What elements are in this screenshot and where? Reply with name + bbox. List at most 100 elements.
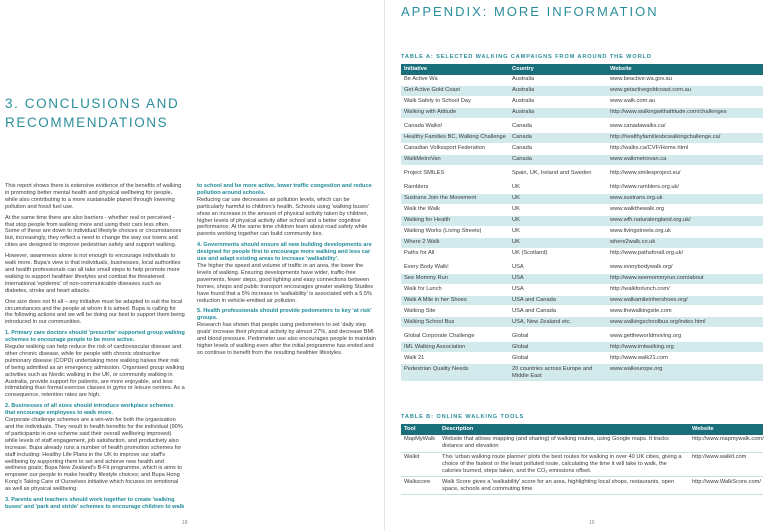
website-cell: www.canadawalks.ca/: [607, 121, 763, 133]
column-header: Initiative: [401, 64, 509, 75]
website-cell: www.livingstreets.org.uk: [607, 226, 763, 238]
paragraph: This report shows there is extensive evi…: [5, 183, 182, 210]
column-header: Website: [607, 64, 763, 75]
website-cell: http://www.ramblers.org.uk/: [607, 182, 763, 194]
country-cell: Global: [509, 341, 607, 354]
table-row: Healthy Families BC, Walking Challenge Ca…: [401, 132, 763, 144]
column-header: Tool: [401, 424, 439, 435]
initiative-cell: See Mommy Run: [401, 273, 509, 285]
initiative-cell: Walking School Bus: [401, 316, 509, 329]
website-cell: http://www.walk21.com: [607, 352, 763, 365]
recommendation-heading: 3. Parents and teachers should work toge…: [5, 183, 372, 510]
website-cell: www.walkthewalk.org: [607, 204, 763, 216]
website-cell: www.beactive.wa.gov.au: [607, 74, 763, 86]
website-cell: http://www.pathsforall.org.uk/: [607, 248, 763, 260]
country-cell: 20 countries across Europe and Middle Ea…: [509, 363, 607, 383]
country-cell: Canada: [509, 154, 607, 166]
country-cell: Canada: [509, 132, 607, 144]
website-cell: www.walkingschoolbus.org/index.html: [607, 316, 763, 329]
initiative-cell: Walking with Attitude: [401, 107, 509, 119]
column-header: Country: [509, 64, 607, 75]
website-cell: http://walkforlunch.com/: [607, 284, 763, 296]
table-row: Walking School Bus USA, New Zealand etc. w…: [401, 316, 763, 329]
country-cell: Canada: [509, 121, 607, 133]
country-cell: Australia: [509, 96, 607, 108]
table-row: Walk 21 Global http://www.walk21.com: [401, 352, 763, 365]
website-cell: www.walkamileinhershoes.org/: [607, 295, 763, 307]
table-row: Walkscore Walk Score gives a 'walkability…: [401, 476, 763, 495]
website-cell: www.gettheworldmoving.org: [607, 331, 763, 343]
country-cell: Australia: [509, 85, 607, 97]
country-cell: UK: [509, 182, 607, 194]
table-row: Global Corporate Challenge Global www.gett…: [401, 331, 763, 343]
paragraph: Regular walking can help reduce the risk…: [5, 344, 185, 399]
country-cell: UK: [509, 204, 607, 216]
website-cell: www.sustrans.org.uk: [607, 193, 763, 205]
table-row: Walking for Health UK www.wfh.naturalengla…: [401, 215, 763, 227]
section-heading: 3. CONCLUSIONS AND RECOMMENDATIONS: [5, 96, 180, 130]
paragraph: One size does not fit all – any initiati…: [5, 298, 185, 326]
country-cell: USA: [509, 273, 607, 285]
description-cell: This 'urban walking route planner' plots…: [439, 452, 689, 478]
paragraph: Corporate challenge schemes are a win-wi…: [5, 417, 183, 493]
recommendation-heading: 5. Health professionals should provide p…: [197, 308, 372, 322]
description-cell: Website that allows mapping (and sharing…: [439, 434, 689, 453]
table-row: Every Body Walk! USA www.everybodywalk.org…: [401, 262, 763, 274]
website-cell: http://www.mapmywalk.com/: [689, 434, 764, 453]
tool-cell: Walkscore: [401, 476, 439, 495]
country-cell: UK: [509, 215, 607, 227]
campaigns-table: Initiative Country Website Be Active Wa Aust…: [401, 64, 763, 383]
initiative-cell: Walk 21: [401, 352, 509, 365]
website-cell: http://www.walkingwithattitude.com/chall…: [607, 107, 763, 119]
initiative-cell: Every Body Walk!: [401, 262, 509, 274]
initiative-cell: Walk Safely to School Day: [401, 96, 509, 108]
table-caption: TABLE B: ONLINE WALKING TOOLS: [401, 414, 525, 420]
header-row: Tool Description Website: [401, 424, 763, 435]
tool-cell: Walkit: [401, 452, 439, 478]
initiative-cell: Walk A Mile in her Shoes: [401, 295, 509, 307]
country-cell: UK: [509, 226, 607, 238]
recommendation-heading: 1. Primary care doctors should 'prescrib…: [5, 330, 185, 344]
initiative-cell: Paths for All: [401, 248, 509, 260]
country-cell: Global: [509, 352, 607, 365]
initiative-cell: Sustrans Join the Movement: [401, 193, 509, 205]
table-row: Walking Site USA and Canada www.thewalking…: [401, 305, 763, 318]
header-row: Initiative Country Website: [401, 64, 763, 75]
website-cell: where2walk.co.uk: [607, 237, 763, 249]
table-row: IML Walking Association Global http://www.…: [401, 341, 763, 354]
column-header: Website: [689, 424, 763, 435]
table-row: Project SMILES Spain, UK, Ireland and Swe…: [401, 168, 763, 180]
paragraph: Research has shown that people using ped…: [197, 322, 376, 356]
country-cell: USA: [509, 262, 607, 274]
table-row: Get Active Gold Coast Australia www.getact…: [401, 85, 763, 97]
initiative-cell: Be Active Wa: [401, 74, 509, 86]
table-row: Sustrans Join the Movement UK www.sustrans…: [401, 193, 763, 205]
recommendation-heading: 2. Businesses of all sizes should introd…: [5, 403, 174, 417]
tools-table: Tool Description Website MapMyWalk Website t…: [401, 424, 764, 495]
body-text: This report shows there is extensive evi…: [5, 183, 377, 517]
country-cell: UK: [509, 193, 607, 205]
website-cell: http://healthyfamiliesbcwalkingchallenge…: [607, 132, 763, 144]
paragraph: However, awareness alone is not enough t…: [5, 253, 181, 294]
paragraph: At the same time there are also barriers…: [5, 214, 182, 249]
initiative-cell: Pedestrian Quality Needs: [401, 363, 509, 383]
website-cell: http://www.imlwalking.org: [607, 341, 763, 354]
website-cell: http://www.seemommyrun.com/about: [607, 273, 763, 285]
table-row: Walk for Lunch USA http://walkforlunch.com…: [401, 284, 763, 296]
initiative-cell: IML Walking Association: [401, 341, 509, 354]
website-cell: http://walks.ca/CVF/Home.html: [607, 143, 763, 155]
initiative-cell: Global Corporate Challenge: [401, 331, 509, 343]
table-row: Walk A Mile in her Shoes USA and Canada ww…: [401, 295, 763, 307]
table-row: Walking with Attitude Australia http://www…: [401, 107, 763, 119]
description-cell: Walk Score gives a 'walkability' score f…: [439, 476, 689, 495]
paragraph: The higher the speed and volume of traff…: [197, 262, 373, 304]
initiative-cell: Project SMILES: [401, 168, 509, 180]
initiative-cell: Walking Site: [401, 305, 509, 318]
table-row: Where 2 Walk UK where2walk.co.uk: [401, 237, 763, 249]
initiative-cell: Ramblers: [401, 182, 509, 194]
website-cell: www.everybodywalk.org/: [607, 262, 763, 274]
initiative-cell: Walk the Walk: [401, 204, 509, 216]
country-cell: Global: [509, 331, 607, 343]
table-row: Canadian Volkssport Federation Canada http…: [401, 143, 763, 155]
